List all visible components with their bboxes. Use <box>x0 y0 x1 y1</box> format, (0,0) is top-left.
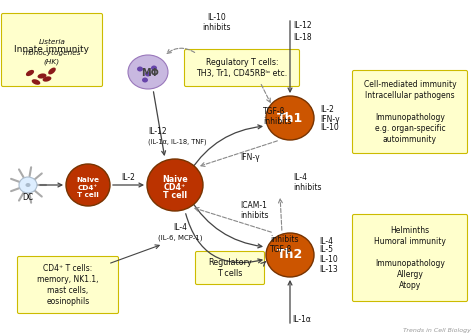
Text: (IL-6, MCP-1): (IL-6, MCP-1) <box>158 235 202 241</box>
Text: IL-13: IL-13 <box>319 264 338 274</box>
Text: Trends in Cell Biology: Trends in Cell Biology <box>403 328 471 333</box>
Ellipse shape <box>147 159 203 211</box>
Ellipse shape <box>266 233 314 277</box>
Ellipse shape <box>142 78 148 83</box>
Text: IL-12: IL-12 <box>148 127 167 136</box>
FancyBboxPatch shape <box>18 256 118 313</box>
FancyBboxPatch shape <box>184 49 300 86</box>
Text: IL-2: IL-2 <box>320 106 334 115</box>
Ellipse shape <box>26 183 30 187</box>
Text: ICAM-1: ICAM-1 <box>240 201 267 210</box>
Text: Th2: Th2 <box>277 249 303 261</box>
Text: CD4⁺ T cells:
memory, NK1.1,
mast cells,
eosinophils: CD4⁺ T cells: memory, NK1.1, mast cells,… <box>37 264 99 306</box>
Text: (HK): (HK) <box>44 59 60 65</box>
Text: CD4⁺: CD4⁺ <box>78 185 98 191</box>
Ellipse shape <box>37 74 46 79</box>
Text: monocytogenes: monocytogenes <box>23 50 82 56</box>
Ellipse shape <box>145 72 151 77</box>
Text: MΦ: MΦ <box>141 68 159 78</box>
FancyBboxPatch shape <box>353 214 467 301</box>
Ellipse shape <box>66 164 110 206</box>
Ellipse shape <box>128 55 168 89</box>
Ellipse shape <box>48 68 56 75</box>
Text: DC: DC <box>22 194 34 203</box>
Text: Helminths
Humoral immunity

Immunopathology
Allergy
Atopy: Helminths Humoral immunity Immunopatholo… <box>374 226 446 290</box>
Ellipse shape <box>137 67 143 72</box>
FancyBboxPatch shape <box>353 71 467 154</box>
Text: TGF-β: TGF-β <box>263 108 285 117</box>
Text: Th1: Th1 <box>277 112 303 125</box>
Text: inhibits: inhibits <box>293 183 321 193</box>
Ellipse shape <box>26 70 34 76</box>
Text: IL-4: IL-4 <box>319 237 333 246</box>
Text: IL-18: IL-18 <box>293 33 311 42</box>
Ellipse shape <box>32 79 40 85</box>
Text: IL-10: IL-10 <box>208 13 227 23</box>
Ellipse shape <box>19 177 37 193</box>
Text: IL-2: IL-2 <box>121 173 135 182</box>
Ellipse shape <box>151 66 157 71</box>
Text: IL-10: IL-10 <box>320 124 339 132</box>
Text: inhibits: inhibits <box>240 210 268 219</box>
Text: IFN-γ: IFN-γ <box>320 115 340 124</box>
Text: inhibits: inhibits <box>203 24 231 33</box>
Text: IL-4: IL-4 <box>173 223 187 233</box>
FancyBboxPatch shape <box>1 13 102 86</box>
Text: Naive: Naive <box>162 174 188 183</box>
Text: IL-1α: IL-1α <box>292 316 311 325</box>
Text: IL-4: IL-4 <box>293 173 307 182</box>
Text: Naive: Naive <box>76 177 100 183</box>
Text: CD4⁺: CD4⁺ <box>164 183 186 193</box>
Text: Regulatory
T cells: Regulatory T cells <box>208 258 252 278</box>
Text: Innate immunity: Innate immunity <box>15 45 90 54</box>
Text: T cell: T cell <box>163 192 187 201</box>
Text: IL-10: IL-10 <box>319 255 338 264</box>
Text: IL-5: IL-5 <box>319 246 333 254</box>
Text: Regulatory T cells:
TH3, Tr1, CD45RBᴵᵒ etc.: Regulatory T cells: TH3, Tr1, CD45RBᴵᵒ e… <box>196 58 288 78</box>
Text: IFN-γ: IFN-γ <box>240 154 260 163</box>
Text: (IL-1α, IL-18, TNF): (IL-1α, IL-18, TNF) <box>148 139 207 145</box>
Text: Listeria: Listeria <box>38 39 65 45</box>
Ellipse shape <box>266 96 314 140</box>
Text: T cell: T cell <box>77 192 99 198</box>
FancyBboxPatch shape <box>195 252 264 285</box>
Text: Cell-mediated immunity
Intracellular pathogens

Immunopathology
e.g. organ-speci: Cell-mediated immunity Intracellular pat… <box>364 80 456 144</box>
Ellipse shape <box>43 76 51 82</box>
Text: IL-12: IL-12 <box>293 20 311 30</box>
Text: TGF-β: TGF-β <box>270 246 292 254</box>
Text: inhibits: inhibits <box>270 236 299 245</box>
Text: inhibits: inhibits <box>263 118 292 126</box>
